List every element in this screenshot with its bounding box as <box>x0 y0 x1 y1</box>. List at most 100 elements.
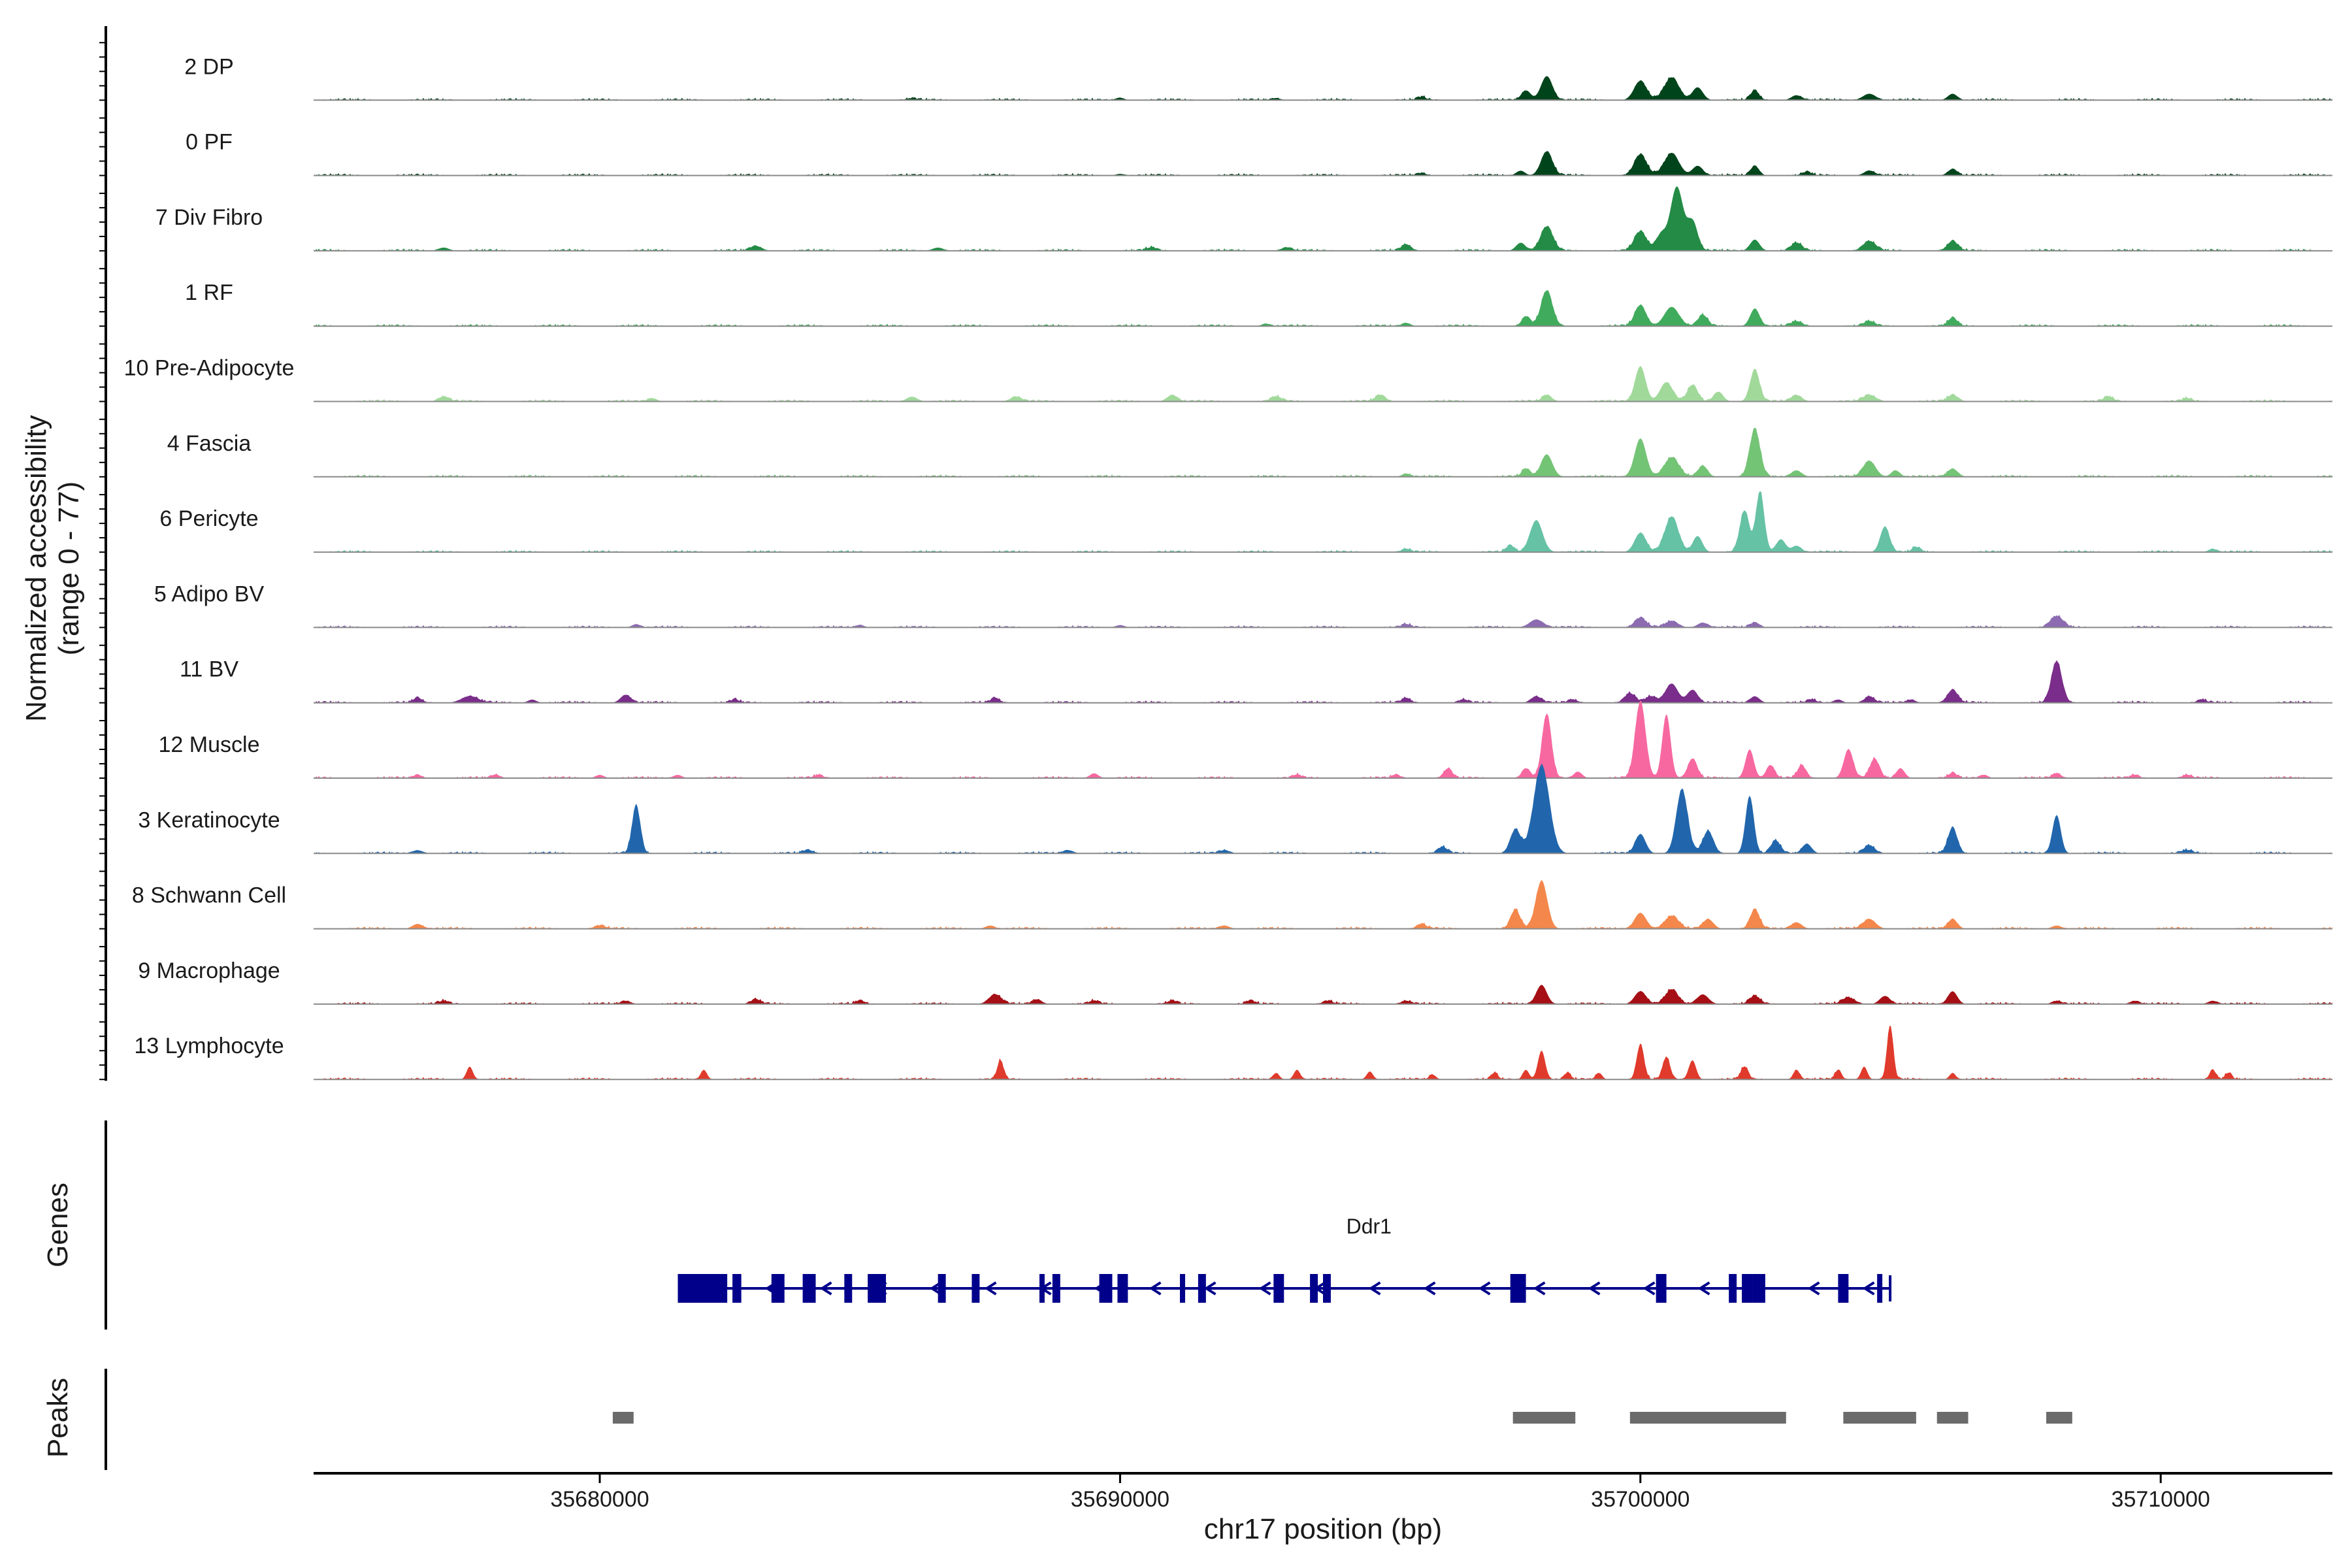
track-label: 1 RF <box>185 280 233 305</box>
track-label: 8 Schwann Cell <box>132 883 286 908</box>
peak-regions <box>612 1412 2072 1424</box>
coverage-area-12-muscle <box>314 700 2332 778</box>
coverage-area-8-schwann-cell <box>314 879 2332 929</box>
track-label: 3 Keratinocyte <box>138 808 280 832</box>
track-y-axis <box>99 26 107 1081</box>
gene-name-label: Ddr1 <box>1347 1215 1392 1238</box>
gene-exon <box>1198 1274 1206 1303</box>
track-label: 13 Lymphocyte <box>134 1034 284 1058</box>
gene-exon <box>771 1274 785 1303</box>
track-label: 11 BV <box>180 657 238 682</box>
track-7-div-fibro: 7 Div Fibro <box>155 186 2332 252</box>
coverage-area-13-lymphocyte <box>314 1025 2332 1080</box>
gene-exon <box>1656 1274 1667 1303</box>
gene-exon <box>1039 1274 1045 1303</box>
gene-exon <box>1729 1274 1737 1303</box>
gene-exon <box>1323 1274 1331 1303</box>
track-label: 7 Div Fibro <box>155 205 263 230</box>
y-axis-label-line2: (range 0 - 77) <box>53 482 85 656</box>
track-10-pre-adipocyte: 10 Pre-Adipocyte <box>124 356 2332 402</box>
gene-exon <box>1117 1274 1128 1303</box>
strand-arrow <box>984 1281 997 1296</box>
strand-arrow <box>1203 1281 1217 1296</box>
peak-region <box>612 1412 634 1424</box>
gene-exon <box>1273 1274 1284 1303</box>
coverage-area-11-bv <box>314 660 2332 703</box>
coverage-area-1-rf <box>314 290 2332 327</box>
track-3-keratinocyte: 3 Keratinocyte <box>138 763 2332 855</box>
track-label: 2 DP <box>184 54 234 79</box>
strand-arrow <box>1807 1281 1820 1296</box>
gene-exon <box>1742 1274 1753 1303</box>
track-label: 10 Pre-Adipocyte <box>124 356 295 381</box>
strand-arrow <box>1478 1281 1491 1296</box>
gene-model <box>678 1274 1892 1303</box>
track-label: 6 Pericyte <box>159 506 258 531</box>
strand-arrow <box>1697 1281 1710 1296</box>
gene-exon <box>1179 1274 1185 1303</box>
track-13-lymphocyte: 13 Lymphocyte <box>134 1025 2332 1081</box>
track-label: 12 Muscle <box>159 732 260 757</box>
strand-arrow <box>819 1281 832 1296</box>
track-1-rf: 1 RF <box>185 280 2332 327</box>
peak-region <box>1629 1412 1786 1424</box>
strand-arrow <box>1258 1281 1271 1296</box>
x-tick-label: 35690000 <box>1071 1487 1169 1512</box>
track-5-adipo-bv: 5 Adipo BV <box>154 581 2332 629</box>
gene-exon <box>678 1274 728 1303</box>
strand-arrow <box>1423 1281 1436 1296</box>
track-6-pericyte: 6 Pericyte <box>159 491 2332 553</box>
coverage-area-7-div-fibro <box>314 186 2332 251</box>
coverage-area-0-pf <box>314 151 2332 176</box>
strand-arrow <box>1533 1281 1546 1296</box>
track-8-schwann-cell: 8 Schwann Cell <box>132 879 2332 930</box>
y-axis-label-line1: Normalized accessibility <box>20 415 52 721</box>
x-axis-ticks: 35680000 35690000 35700000 35710000 <box>550 1473 2210 1512</box>
coverage-area-4-fascia <box>314 427 2332 477</box>
track-12-muscle: 12 Muscle <box>159 700 2332 779</box>
track-label: 0 PF <box>186 130 233 155</box>
coverage-area-10-pre-adipocyte <box>314 366 2332 402</box>
peak-region <box>1936 1412 1968 1424</box>
gene-exon <box>1877 1274 1883 1303</box>
x-axis-label: chr17 position (bp) <box>1204 1513 1442 1545</box>
coverage-area-2-dp <box>314 76 2332 101</box>
track-label: 5 Adipo BV <box>154 581 265 606</box>
gene-exon <box>868 1274 887 1303</box>
peak-region <box>1512 1412 1576 1424</box>
gene-exon <box>1752 1274 1765 1303</box>
strand-arrow <box>1368 1281 1381 1296</box>
track-label: 9 Macrophage <box>138 958 280 983</box>
x-tick-label: 35680000 <box>550 1487 649 1512</box>
gene-exon <box>1838 1274 1849 1303</box>
coverage-area-9-macrophage <box>314 985 2332 1004</box>
strand-arrow <box>1642 1281 1656 1296</box>
gene-exon <box>732 1274 742 1303</box>
gene-exon <box>802 1274 816 1303</box>
gene-exon <box>1310 1274 1318 1303</box>
peaks-panel-label: Peaks <box>42 1378 74 1458</box>
track-4-fascia: 4 Fascia <box>167 427 2332 478</box>
track-label: 4 Fascia <box>167 431 252 456</box>
x-tick-label: 35700000 <box>1591 1487 1690 1512</box>
strand-arrow <box>1588 1281 1601 1296</box>
gene-exon <box>844 1274 853 1303</box>
gene-exon <box>1052 1274 1060 1303</box>
strand-arrow <box>1149 1281 1162 1296</box>
peak-region <box>2046 1412 2072 1424</box>
x-tick-label: 35710000 <box>2112 1487 2210 1512</box>
gene-exon <box>1099 1274 1113 1303</box>
gene-exon <box>972 1274 980 1303</box>
gene-exon <box>1510 1274 1526 1303</box>
coverage-tracks: 2 DP 0 PF 7 Div Fibro 1 RF 10 Pre-Adipocyte 4… <box>124 54 2332 1081</box>
genes-panel-label: Genes <box>42 1183 74 1267</box>
track-0-pf: 0 PF <box>186 130 2332 176</box>
peak-region <box>1843 1412 1916 1424</box>
strand-arrow <box>1862 1281 1875 1296</box>
track-2-dp: 2 DP <box>184 54 2332 101</box>
track-9-macrophage: 9 Macrophage <box>138 958 2332 1005</box>
track-11-bv: 11 BV <box>180 657 2332 704</box>
coverage-area-5-adipo-bv <box>314 615 2332 628</box>
coverage-area-3-keratinocyte <box>314 763 2332 854</box>
